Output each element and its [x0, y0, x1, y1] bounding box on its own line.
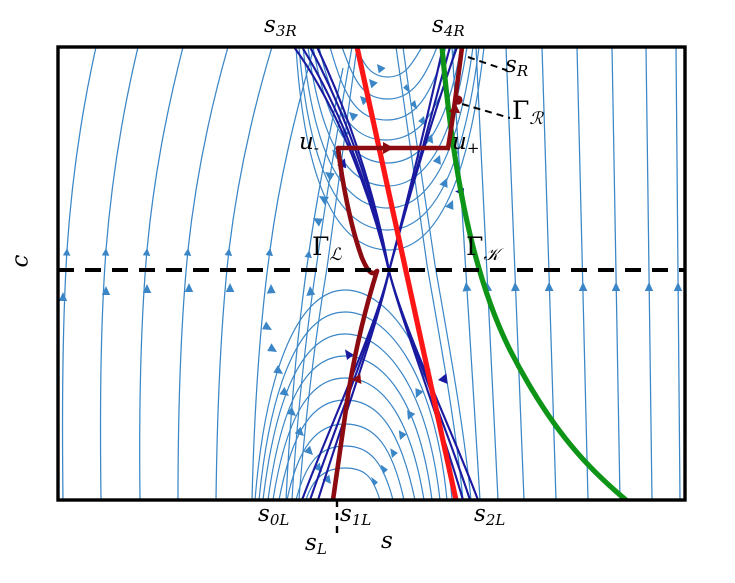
streamline-arrowheads-lower: [262, 321, 431, 486]
streamlines-upper-cell: [295, 47, 485, 251]
label-s0L: s0L: [258, 501, 290, 530]
label-s1L: s1L: [340, 501, 372, 530]
gamma-r-point-marker: [453, 95, 463, 105]
streamlines-right: [451, 47, 681, 500]
label-gamma-L: Γℒ: [312, 232, 342, 266]
gamma-k-curve: [439, 47, 629, 500]
leader-line-sR: [467, 56, 507, 71]
axis-label-c: c: [7, 254, 34, 268]
gamma-l-curve: [330, 268, 380, 500]
streamlines-right-inner: [395, 47, 472, 500]
label-sL: sL: [305, 530, 327, 559]
label-s2L: s2L: [474, 501, 506, 530]
label-s4R: s4R: [432, 12, 465, 41]
label-u-minus: u-: [299, 129, 319, 158]
u-minus-leg: [335, 145, 380, 276]
streamline-arrowheads-left: [58, 283, 316, 301]
label-gamma-R: Γℛ: [512, 96, 543, 130]
gamma-r-arrowhead: [449, 103, 461, 114]
label-sR: sR: [505, 52, 529, 81]
red-line-curve: [354, 47, 459, 500]
gamma-l-arrowhead: [352, 373, 362, 384]
axis-label-s: s: [381, 528, 393, 554]
streamline-layer: [58, 47, 685, 500]
label-gamma-K: Γ𝒦: [466, 232, 500, 266]
leader-line-gamma-r: [461, 103, 511, 119]
u-segment-arrowhead: [383, 142, 394, 154]
label-s3R: s3R: [264, 12, 297, 41]
streamlines-left: [61, 47, 344, 500]
label-u-plus: u+: [452, 129, 480, 158]
plot-frame: [56, 45, 687, 502]
streamline-arrowheads-right: [462, 282, 683, 292]
